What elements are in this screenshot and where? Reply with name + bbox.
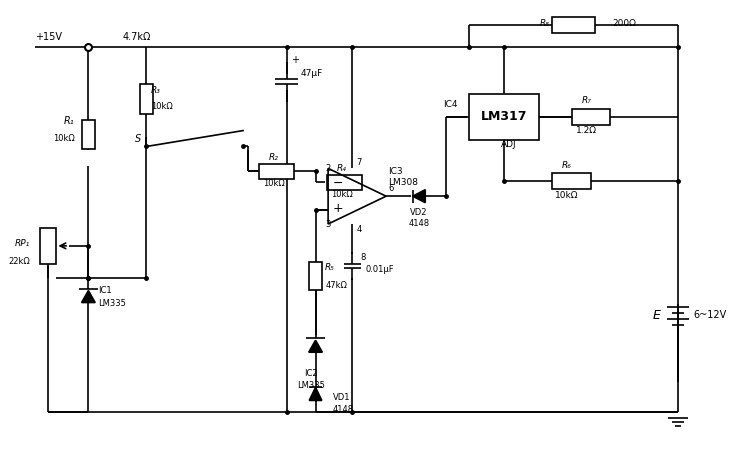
Text: 10kΩ: 10kΩ	[330, 190, 352, 199]
Bar	[82, 120, 95, 149]
Bar	[260, 164, 295, 179]
Text: ADJ: ADJ	[501, 140, 517, 149]
Text: 6: 6	[388, 184, 393, 193]
Text: 10kΩ: 10kΩ	[263, 179, 285, 188]
Bar	[308, 262, 322, 290]
Text: 0.01μF: 0.01μF	[366, 265, 395, 274]
Bar	[140, 84, 154, 114]
Text: IC3: IC3	[388, 167, 403, 176]
Text: 2: 2	[325, 164, 330, 173]
Text: 4.7kΩ: 4.7kΩ	[122, 32, 151, 42]
Text: R₅: R₅	[325, 263, 335, 272]
Bar	[469, 94, 539, 139]
Text: −: −	[333, 177, 343, 190]
Text: 4: 4	[357, 226, 362, 235]
Text: LM335: LM335	[297, 381, 325, 390]
Text: 22kΩ: 22kΩ	[9, 257, 31, 266]
Text: 10kΩ: 10kΩ	[151, 102, 173, 111]
Text: 1.2Ω: 1.2Ω	[576, 126, 596, 135]
Text: R₈: R₈	[539, 19, 550, 28]
Bar	[553, 17, 595, 33]
Text: R₇: R₇	[581, 96, 591, 105]
Text: 7: 7	[356, 158, 362, 167]
Polygon shape	[413, 190, 425, 202]
Text: IC4: IC4	[443, 100, 458, 109]
Text: IC2: IC2	[304, 368, 317, 377]
Text: R₃: R₃	[151, 86, 161, 95]
Bar	[572, 109, 610, 124]
Text: LM335: LM335	[98, 299, 126, 308]
Text: 6~12V: 6~12V	[694, 310, 727, 321]
Bar	[327, 175, 362, 190]
Text: 10kΩ: 10kΩ	[53, 134, 75, 143]
Text: 47μF: 47μF	[301, 69, 323, 78]
Polygon shape	[309, 387, 322, 400]
Text: +: +	[292, 55, 300, 65]
Text: R₂: R₂	[269, 153, 279, 162]
Polygon shape	[308, 341, 322, 352]
Text: 10kΩ: 10kΩ	[555, 191, 579, 200]
Text: VD2: VD2	[410, 207, 428, 216]
Text: IC1: IC1	[98, 286, 112, 295]
Text: E: E	[653, 309, 661, 322]
Text: 3: 3	[325, 220, 331, 229]
Text: 4148: 4148	[409, 219, 430, 227]
Text: +15V: +15V	[35, 32, 62, 42]
Text: 4148: 4148	[333, 405, 354, 414]
Bar	[553, 173, 591, 189]
Text: R₁: R₁	[64, 115, 75, 126]
Text: S: S	[135, 133, 142, 143]
Text: 47kΩ: 47kΩ	[325, 281, 347, 290]
Text: RP₁: RP₁	[15, 239, 31, 249]
Text: R₄: R₄	[337, 164, 346, 173]
Text: +: +	[333, 202, 343, 215]
Text: LM308: LM308	[388, 178, 418, 187]
Text: VD1: VD1	[333, 393, 350, 402]
Text: R₆: R₆	[562, 161, 572, 170]
Text: 8: 8	[360, 253, 366, 262]
Polygon shape	[82, 290, 95, 303]
Bar	[40, 228, 56, 264]
Text: LM317: LM317	[481, 110, 527, 123]
Text: 200Ω: 200Ω	[613, 19, 636, 28]
